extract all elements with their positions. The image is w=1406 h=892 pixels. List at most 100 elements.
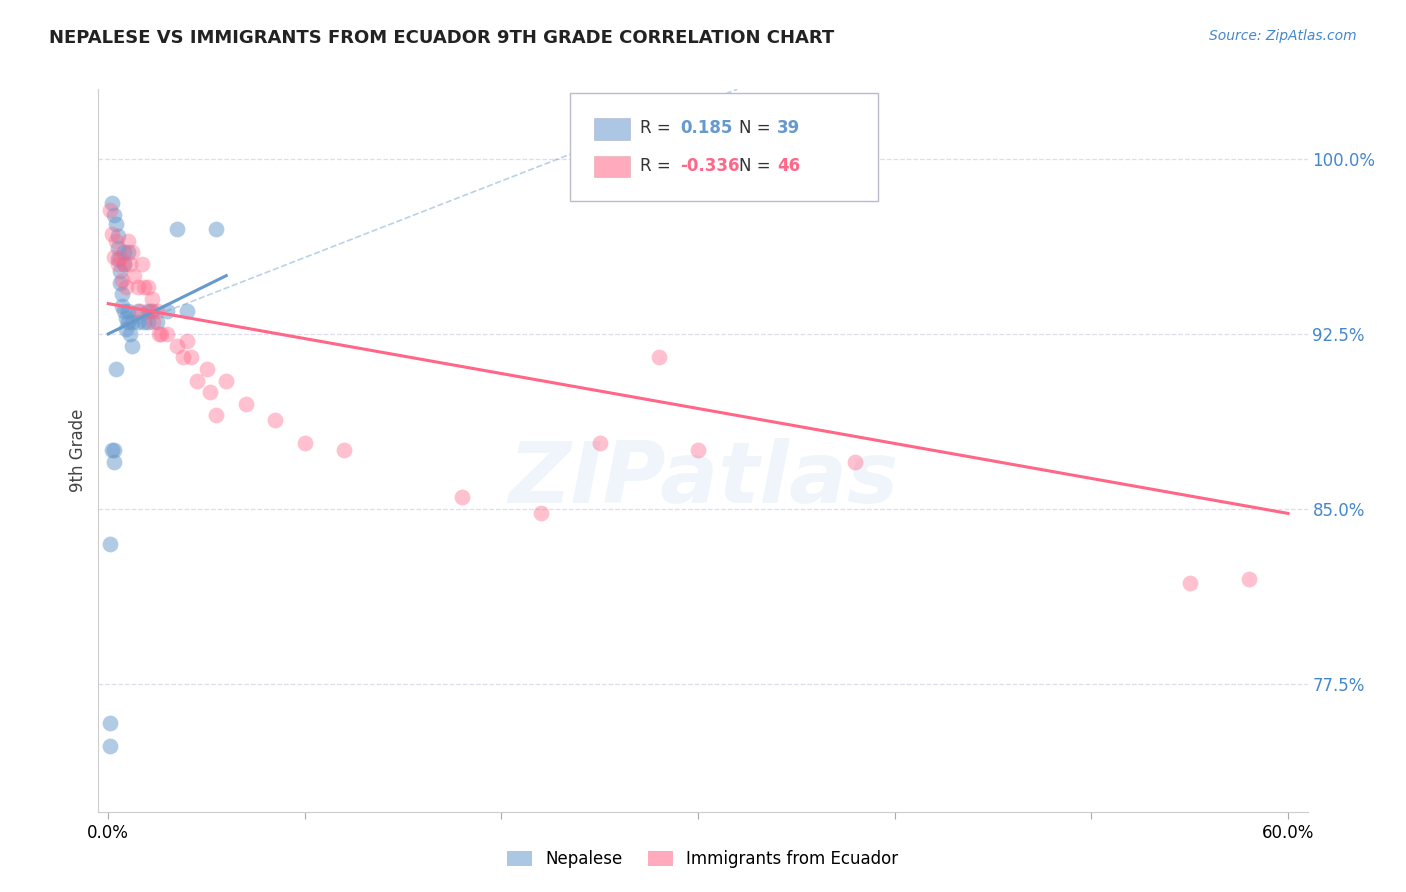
Point — [530, 507, 553, 521]
Legend: Nepalese, Immigrants from Ecuador: Nepalese, Immigrants from Ecuador — [501, 844, 905, 875]
Point — [112, 245, 135, 260]
Point — [205, 222, 228, 236]
Point — [688, 443, 710, 458]
Point — [112, 257, 135, 271]
Text: Source: ZipAtlas.com: Source: ZipAtlas.com — [1209, 29, 1357, 43]
Point — [205, 409, 228, 423]
Point — [148, 326, 170, 341]
Point — [146, 303, 169, 318]
Point — [128, 303, 150, 318]
Text: ZIPatlas: ZIPatlas — [508, 438, 898, 521]
Point — [215, 374, 238, 388]
Point — [589, 436, 612, 450]
Text: R =: R = — [640, 157, 676, 175]
Point — [121, 315, 143, 329]
Point — [127, 280, 149, 294]
Point — [115, 322, 138, 336]
Point — [186, 374, 208, 388]
Point — [108, 264, 131, 278]
Point — [1237, 572, 1260, 586]
Text: 39: 39 — [776, 120, 800, 137]
Point — [101, 196, 124, 211]
Point — [136, 315, 159, 329]
Point — [200, 385, 222, 400]
Point — [176, 303, 198, 318]
Point — [118, 326, 141, 341]
Point — [115, 280, 138, 294]
Point — [1178, 576, 1201, 591]
Point — [195, 362, 218, 376]
Point — [117, 303, 139, 318]
Point — [136, 303, 159, 318]
Point — [108, 276, 131, 290]
Point — [294, 436, 316, 450]
Point — [150, 326, 173, 341]
Point — [166, 338, 188, 352]
Point — [844, 455, 866, 469]
Point — [103, 208, 125, 222]
Point — [98, 716, 121, 731]
Point — [156, 326, 179, 341]
Point — [117, 315, 139, 329]
Point — [107, 241, 129, 255]
Point — [105, 218, 128, 232]
Y-axis label: 9th Grade: 9th Grade — [69, 409, 87, 492]
Point — [180, 350, 202, 364]
Point — [122, 268, 145, 283]
Point — [98, 739, 121, 754]
Point — [118, 257, 141, 271]
Point — [105, 362, 128, 376]
Point — [108, 250, 131, 264]
Point — [121, 338, 143, 352]
Point — [172, 350, 194, 364]
Point — [264, 413, 287, 427]
Point — [117, 234, 139, 248]
Point — [141, 292, 163, 306]
Point — [146, 315, 169, 329]
Point — [127, 303, 149, 318]
Point — [98, 537, 121, 551]
Point — [121, 245, 143, 260]
Text: R =: R = — [640, 120, 676, 137]
FancyBboxPatch shape — [595, 156, 630, 178]
Point — [333, 443, 356, 458]
Text: N =: N = — [740, 157, 776, 175]
Point — [132, 280, 155, 294]
Text: 0.185: 0.185 — [681, 120, 733, 137]
Point — [115, 310, 138, 325]
Point — [132, 315, 155, 329]
Point — [176, 334, 198, 348]
Point — [138, 303, 160, 318]
Point — [111, 287, 134, 301]
Point — [127, 315, 149, 329]
Point — [107, 257, 129, 271]
Point — [103, 443, 125, 458]
Point — [142, 315, 165, 329]
Point — [111, 273, 134, 287]
FancyBboxPatch shape — [595, 118, 630, 140]
Text: NEPALESE VS IMMIGRANTS FROM ECUADOR 9TH GRADE CORRELATION CHART: NEPALESE VS IMMIGRANTS FROM ECUADOR 9TH … — [49, 29, 834, 46]
Point — [101, 227, 124, 241]
FancyBboxPatch shape — [569, 93, 879, 202]
Point — [107, 252, 129, 267]
Point — [103, 250, 125, 264]
Point — [112, 257, 135, 271]
Point — [105, 234, 128, 248]
Point — [166, 222, 188, 236]
Point — [156, 303, 179, 318]
Point — [648, 350, 671, 364]
Point — [112, 303, 135, 318]
Text: 46: 46 — [776, 157, 800, 175]
Point — [117, 245, 139, 260]
Point — [98, 203, 121, 218]
Point — [235, 397, 257, 411]
Text: -0.336: -0.336 — [681, 157, 740, 175]
Point — [101, 443, 124, 458]
Point — [103, 455, 125, 469]
Text: N =: N = — [740, 120, 776, 137]
Point — [111, 299, 134, 313]
Point — [107, 229, 129, 244]
Point — [131, 257, 153, 271]
Point — [451, 490, 474, 504]
Point — [141, 303, 163, 318]
